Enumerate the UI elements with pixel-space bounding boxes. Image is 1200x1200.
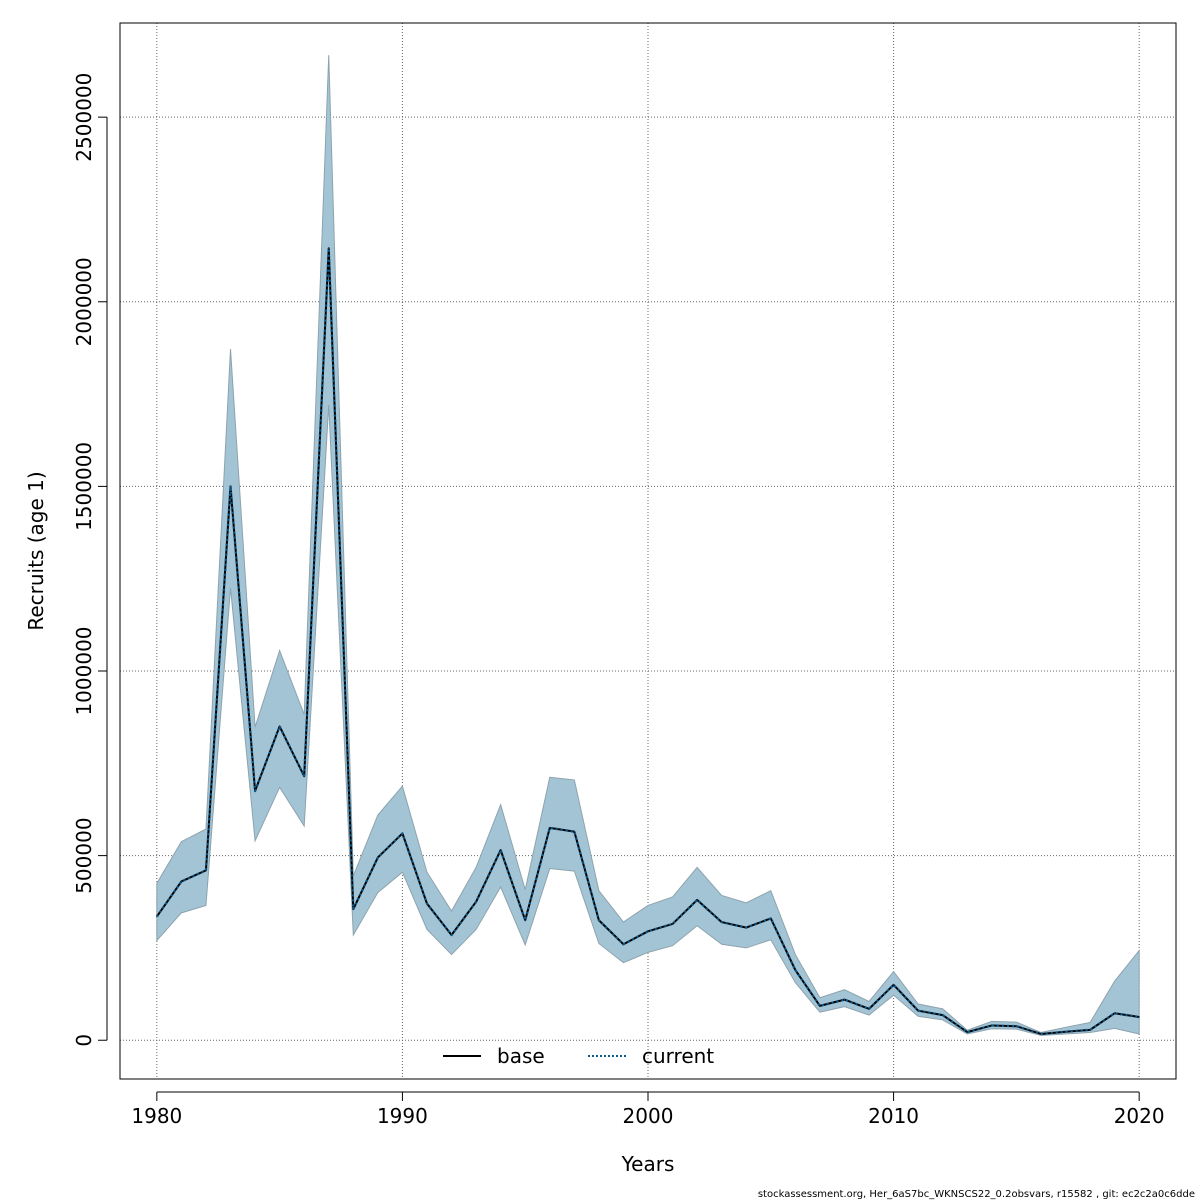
data-point-current-2000 [647, 930, 649, 932]
data-point-current-2003 [721, 921, 723, 923]
data-point-current-2013 [966, 1031, 968, 1033]
y-tick-label-1: 500000 [72, 817, 96, 893]
data-point-current-2016 [1040, 1033, 1042, 1035]
data-point-current-1986 [303, 775, 305, 777]
data-point-current-2019 [1114, 1012, 1116, 1014]
plot-frame [119, 22, 1177, 1080]
data-point-current-2011 [917, 1010, 919, 1012]
x-axis-title: Years [621, 1152, 675, 1176]
confidence-band-layer [156, 55, 1140, 1036]
data-point-current-2017 [1064, 1031, 1067, 1033]
data-point-current-1988 [352, 908, 354, 910]
data-point-current-2005 [770, 917, 772, 919]
data-point-current-2020 [1138, 1016, 1140, 1018]
y-axis: 0 500000 1000000 1500000 2000000 2500000 [72, 73, 108, 1047]
y-tick-label-0: 0 [72, 1034, 96, 1047]
data-point-current-1999 [622, 943, 625, 945]
y-axis-title: Recruits (age 1) [24, 471, 48, 630]
legend: base current [443, 1044, 714, 1068]
data-point-current-1992 [450, 934, 453, 936]
data-point-current-1993 [475, 901, 477, 903]
data-point-current-2006 [794, 969, 796, 971]
data-point-current-1981 [180, 880, 182, 883]
x-tick-label-0: 1980 [131, 1104, 182, 1128]
data-point-current-2007 [819, 1005, 821, 1007]
data-point-current-2012 [942, 1014, 944, 1016]
data-point-current-1982 [205, 869, 207, 871]
x-tick-label-1: 1990 [377, 1104, 428, 1128]
data-point-current-2018 [1089, 1029, 1091, 1031]
data-point-current-1987 [328, 247, 330, 249]
legend-base-label: base [497, 1044, 545, 1068]
data-point-current-1983 [229, 485, 232, 487]
y-tick-label-4: 2000000 [72, 257, 96, 346]
x-tick-label-3: 2010 [868, 1104, 919, 1128]
data-point-current-1980 [156, 915, 158, 918]
data-point-current-1995 [524, 919, 526, 921]
data-point-current-1989 [377, 856, 379, 859]
y-tick-label-5: 2500000 [72, 73, 96, 162]
data-point-current-1984 [254, 790, 256, 792]
data-point-current-1996 [549, 827, 551, 829]
y-tick-label-3: 1500000 [72, 442, 96, 531]
data-point-current-2009 [868, 1008, 870, 1010]
data-point-current-2014 [991, 1024, 993, 1027]
data-point-current-2015 [1015, 1025, 1017, 1027]
data-point-current-1997 [573, 831, 575, 833]
legend-current-label: current [642, 1044, 714, 1068]
data-point-current-2010 [892, 984, 895, 986]
data-point-current-2008 [843, 999, 846, 1001]
x-tick-label-2: 2000 [623, 1104, 674, 1128]
x-axis: 1980 1990 2000 2010 2020 [131, 1091, 1165, 1128]
data-point-current-2002 [696, 899, 698, 901]
x-tick-label-4: 2020 [1114, 1104, 1165, 1128]
data-point-current-1990 [401, 832, 404, 835]
data-point-current-1994 [500, 849, 502, 851]
data-point-current-2004 [745, 927, 747, 929]
confidence-band [156, 55, 1140, 1036]
grid-layer [120, 23, 1176, 1079]
series-line-layer [155, 247, 1140, 1036]
data-point-current-1998 [598, 919, 600, 921]
data-point-current-1985 [279, 725, 281, 727]
footer-credit: stockassessment.org, Her_6aS7bc_WKNSCS22… [758, 1189, 1195, 1200]
data-point-current-2001 [671, 923, 674, 925]
y-tick-label-2: 1000000 [72, 626, 96, 715]
data-point-current-1991 [426, 903, 428, 905]
